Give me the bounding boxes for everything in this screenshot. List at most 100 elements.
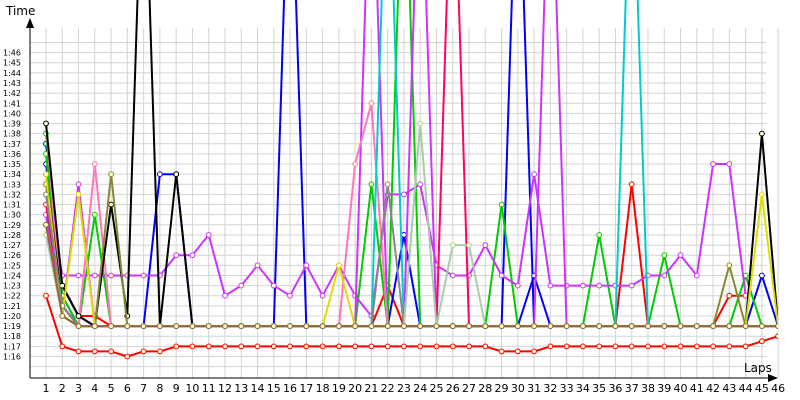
x-tick-label: 21 (364, 382, 378, 395)
x-tick-label: 17 (299, 382, 313, 395)
y-tick-label: 1:42 (3, 89, 21, 98)
data-point (254, 262, 261, 269)
x-tick-label: 3 (75, 382, 82, 395)
data-point (433, 323, 440, 330)
data-point (140, 272, 147, 279)
data-point (547, 343, 554, 350)
x-tick-label: 27 (462, 382, 476, 395)
data-point (352, 323, 359, 330)
series-13 (43, 171, 778, 330)
x-tick-label: 42 (706, 382, 720, 395)
series-line (45, 224, 778, 328)
data-point (596, 323, 603, 330)
data-point (91, 161, 98, 167)
y-tick-label: 1:34 (3, 170, 21, 179)
data-point (580, 323, 586, 330)
x-tick-label: 25 (429, 382, 443, 395)
x-tick-label: 37 (625, 382, 639, 395)
x-tick-label: 38 (641, 382, 655, 395)
data-point (319, 292, 326, 299)
data-point (238, 323, 245, 330)
y-axis-arrow (26, 18, 34, 28)
data-point (612, 323, 619, 330)
data-point (75, 181, 82, 188)
data-point (531, 171, 537, 178)
y-tick-label: 1:32 (3, 190, 21, 199)
data-point (287, 323, 293, 330)
x-tick-label: 29 (495, 382, 509, 395)
x-tick-label: 15 (267, 382, 281, 395)
data-point (91, 348, 98, 355)
x-tick-label: 14 (251, 382, 265, 395)
series-14 (43, 171, 778, 330)
x-tick-label: 4 (91, 382, 98, 395)
y-tick-label: 1:45 (3, 59, 21, 68)
data-point (580, 343, 586, 350)
x-tick-label: 28 (478, 382, 492, 395)
y-tick-label: 1:33 (3, 180, 21, 189)
data-point (91, 323, 98, 330)
data-point (189, 323, 196, 330)
data-point (336, 262, 342, 269)
x-tick-labels: 1 2 3 4 5 6 7 8 9 10 11 12 13 14 15 16 17 18 19 20 21 22 23 24 2… (43, 382, 786, 395)
data-point (661, 323, 668, 330)
data-point (775, 333, 778, 340)
x-tick-label: 44 (739, 382, 753, 395)
x-tick-label: 6 (124, 382, 131, 395)
data-point (531, 348, 537, 355)
data-point (449, 323, 456, 330)
x-tick-label: 23 (397, 382, 411, 395)
data-point (352, 161, 359, 167)
data-point (140, 348, 147, 355)
data-point (498, 272, 505, 279)
data-point (91, 211, 98, 218)
x-tick-label: 16 (283, 382, 297, 395)
y-tick-label: 1:38 (3, 130, 21, 139)
data-point (108, 171, 114, 178)
data-point (91, 272, 98, 279)
y-tick-label: 1:23 (3, 282, 21, 291)
data-point (205, 343, 212, 350)
data-point (775, 323, 778, 329)
data-point (563, 323, 570, 330)
data-point (693, 272, 700, 279)
data-point (319, 343, 326, 350)
data-point (157, 171, 163, 178)
y-tick-label: 1:43 (3, 79, 21, 88)
data-point (759, 191, 765, 198)
data-point (726, 343, 733, 350)
y-tick-label: 1:18 (3, 332, 21, 341)
data-point (612, 343, 619, 350)
x-tick-label: 34 (576, 382, 590, 395)
data-point (726, 161, 733, 167)
data-point (514, 282, 521, 289)
data-point (466, 242, 472, 249)
y-axis-label: Time (5, 4, 35, 18)
data-point (596, 343, 603, 350)
data-point (466, 343, 472, 350)
data-point (108, 272, 114, 279)
y-tick-label: 1:24 (3, 271, 21, 280)
data-point (710, 343, 716, 350)
data-point (124, 323, 131, 330)
x-tick-label: 22 (381, 382, 395, 395)
data-point (514, 323, 521, 330)
data-point (759, 323, 765, 330)
data-point (108, 348, 114, 355)
data-point (173, 171, 180, 178)
data-point (726, 323, 733, 330)
x-tick-label: 7 (140, 382, 147, 395)
data-point (336, 323, 342, 330)
x-tick-label: 2 (59, 382, 66, 395)
data-point (417, 120, 424, 127)
y-tick-label: 1:44 (3, 69, 21, 78)
data-point (205, 323, 212, 330)
x-tick-label: 41 (690, 382, 704, 395)
data-point (254, 343, 261, 350)
data-point (238, 343, 245, 350)
data-point (173, 252, 180, 259)
data-point (173, 343, 180, 350)
data-point (205, 232, 212, 238)
data-point (628, 323, 635, 330)
data-point (449, 343, 456, 350)
